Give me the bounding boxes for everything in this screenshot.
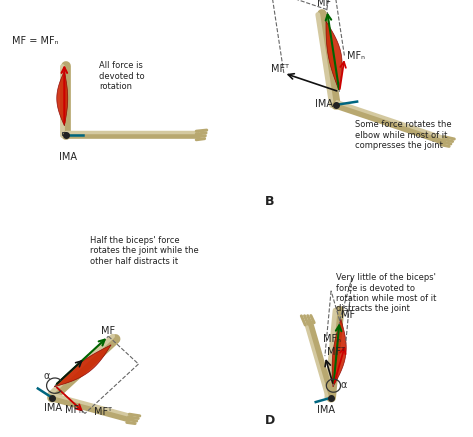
Text: MFᵀ: MFᵀ bbox=[327, 347, 345, 357]
Text: IMA: IMA bbox=[317, 405, 335, 415]
Text: IMA: IMA bbox=[59, 152, 77, 162]
Text: MF: MF bbox=[101, 326, 115, 336]
Text: Some force rotates the
elbow while most of it
compresses the joint: Some force rotates the elbow while most … bbox=[355, 120, 451, 150]
Text: Very little of the biceps'
force is devoted to
rotation while most of it
distrac: Very little of the biceps' force is devo… bbox=[336, 273, 436, 313]
Text: Half the biceps' force
rotates the joint while the
other half distracts it: Half the biceps' force rotates the joint… bbox=[90, 236, 199, 266]
Text: MFᵀ: MFᵀ bbox=[271, 64, 289, 74]
Text: α: α bbox=[341, 380, 347, 390]
Polygon shape bbox=[54, 345, 111, 387]
Text: IMA: IMA bbox=[315, 99, 333, 109]
Text: B: B bbox=[265, 195, 274, 208]
Text: MF: MF bbox=[317, 0, 332, 8]
Text: IMA: IMA bbox=[44, 403, 62, 413]
Text: MFₙ: MFₙ bbox=[65, 406, 83, 416]
Text: MFₙ: MFₙ bbox=[323, 334, 341, 344]
Text: MFᵀ: MFᵀ bbox=[94, 406, 112, 416]
Polygon shape bbox=[326, 21, 342, 90]
Text: D: D bbox=[265, 414, 275, 427]
Text: MFₙ: MFₙ bbox=[347, 51, 365, 61]
Text: α: α bbox=[43, 371, 49, 381]
Text: MF: MF bbox=[341, 310, 355, 320]
Polygon shape bbox=[57, 71, 68, 126]
Text: All force is
devoted to
rotation: All force is devoted to rotation bbox=[99, 61, 145, 91]
Text: MF = MFₙ: MF = MFₙ bbox=[12, 36, 58, 46]
Polygon shape bbox=[332, 319, 346, 387]
